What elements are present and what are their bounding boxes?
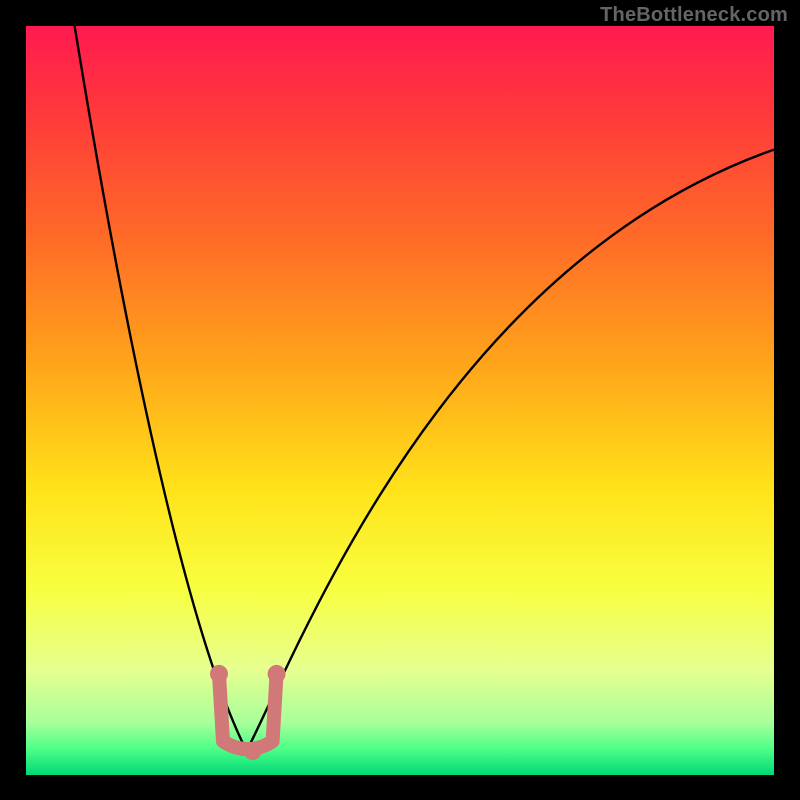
bottleneck-chart: TheBottleneck.com xyxy=(0,0,800,800)
chart-canvas xyxy=(0,0,800,800)
chart-gradient-bg xyxy=(26,26,774,775)
